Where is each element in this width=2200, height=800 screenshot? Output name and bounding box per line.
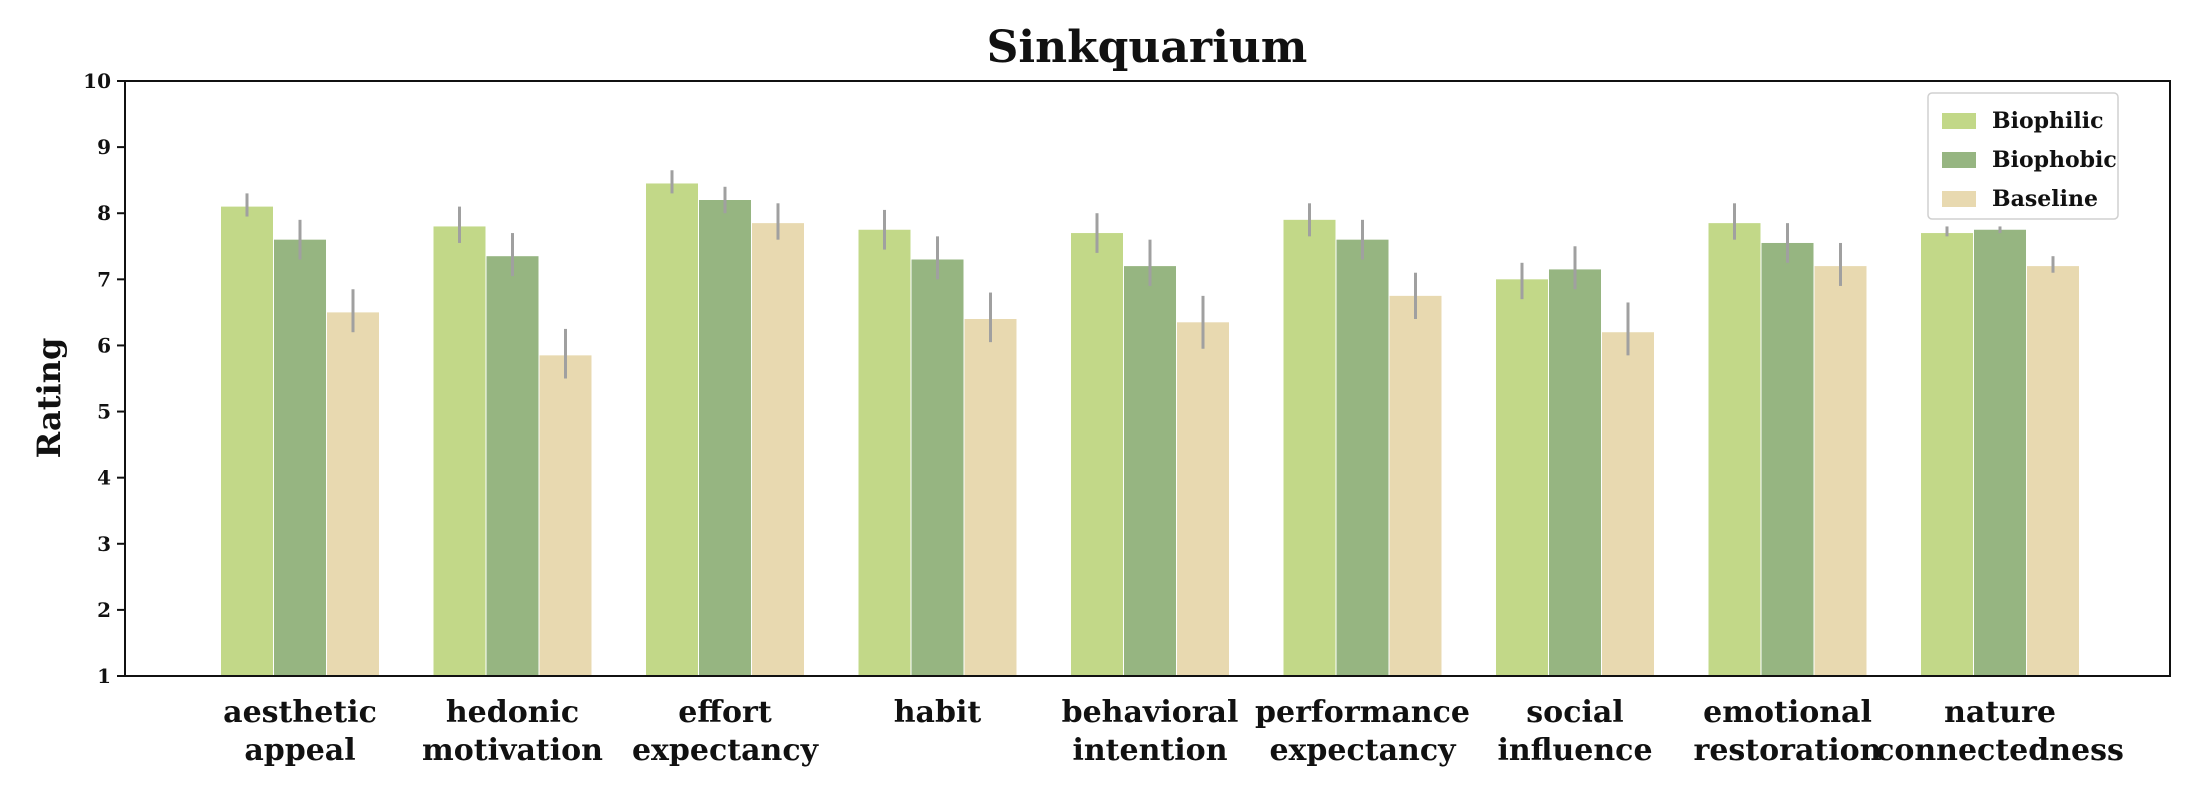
y-tick-label: 7 [97, 267, 111, 291]
bar-biophobic-1 [486, 256, 539, 676]
bar-biophobic-7 [1761, 242, 1814, 676]
bar-biophobic-0 [274, 239, 326, 676]
bar-biophilic-0 [221, 206, 273, 676]
y-axis-label: Rating [30, 338, 68, 459]
bars-layer [221, 183, 2079, 677]
plot-frame [124, 80, 2171, 677]
error-bars-layer [245, 170, 2055, 379]
bar-biophobic-6 [1549, 269, 1601, 676]
bar-biophobic-2 [699, 200, 751, 676]
legend-label-biophilic: Biophilic [1992, 108, 2103, 134]
legend-label-baseline: Baseline [1992, 186, 2098, 212]
legend-swatch-biophobic [1942, 152, 1976, 168]
y-tick-label: 8 [97, 201, 111, 225]
bar-baseline-7 [1814, 266, 1867, 676]
x-tick-label: habit [894, 695, 982, 730]
legend-swatch-baseline [1942, 191, 1976, 207]
y-tick-label: 1 [97, 664, 111, 688]
bar-baseline-2 [752, 223, 804, 676]
x-tick-label: performance expectancy [1255, 695, 1470, 768]
bar-biophilic-7 [1708, 223, 1761, 676]
x-axis: aesthetic appeal hedonic motivation effort ex… [223, 695, 2124, 768]
legend-swatch-biophilic [1942, 113, 1976, 129]
x-tick-label: hedonic motivation [422, 695, 603, 768]
bar-baseline-1 [539, 355, 592, 676]
bar-biophilic-6 [1496, 279, 1548, 676]
bar-biophobic-4 [1124, 266, 1176, 676]
x-tick-label: behavioral intention [1062, 695, 1239, 768]
x-tick-label: emotional restoration [1694, 695, 1882, 768]
y-tick-label: 2 [97, 598, 111, 622]
legend: Biophilic Biophobic Baseline [1927, 92, 2119, 220]
x-tick-label: effort expectancy [632, 695, 820, 768]
bar-biophilic-8 [1921, 233, 1973, 677]
bar-baseline-6 [1602, 332, 1654, 676]
bar-biophilic-4 [1071, 233, 1123, 677]
chart-title: Sinkquarium [987, 22, 1308, 73]
y-tick-label: 3 [97, 532, 111, 556]
bar-biophilic-5 [1283, 219, 1336, 677]
y-tick-label: 10 [83, 69, 111, 93]
bar-baseline-5 [1389, 295, 1442, 676]
bar-biophilic-2 [646, 183, 698, 676]
bar-biophobic-5 [1336, 239, 1389, 676]
bar-baseline-3 [964, 319, 1017, 676]
y-tick-label: 6 [97, 333, 111, 357]
bar-biophilic-1 [433, 226, 486, 676]
x-tick-label: social influence [1497, 695, 1652, 768]
legend-label-biophobic: Biophobic [1992, 147, 2117, 173]
bar-baseline-0 [327, 312, 379, 676]
bar-baseline-8 [2027, 266, 2079, 676]
y-axis: 1 2 3 4 5 6 7 8 9 10 [83, 69, 125, 688]
bar-baseline-4 [1177, 322, 1229, 676]
bar-biophilic-3 [858, 229, 911, 676]
y-tick-label: 9 [97, 135, 111, 159]
x-tick-label: aesthetic appeal [223, 695, 377, 768]
bar-biophobic-8 [1974, 229, 2026, 676]
y-tick-label: 5 [97, 400, 111, 424]
x-tick-label: nature connectedness [1876, 695, 2124, 768]
bar-biophobic-3 [911, 259, 964, 676]
y-tick-label: 4 [97, 466, 111, 490]
